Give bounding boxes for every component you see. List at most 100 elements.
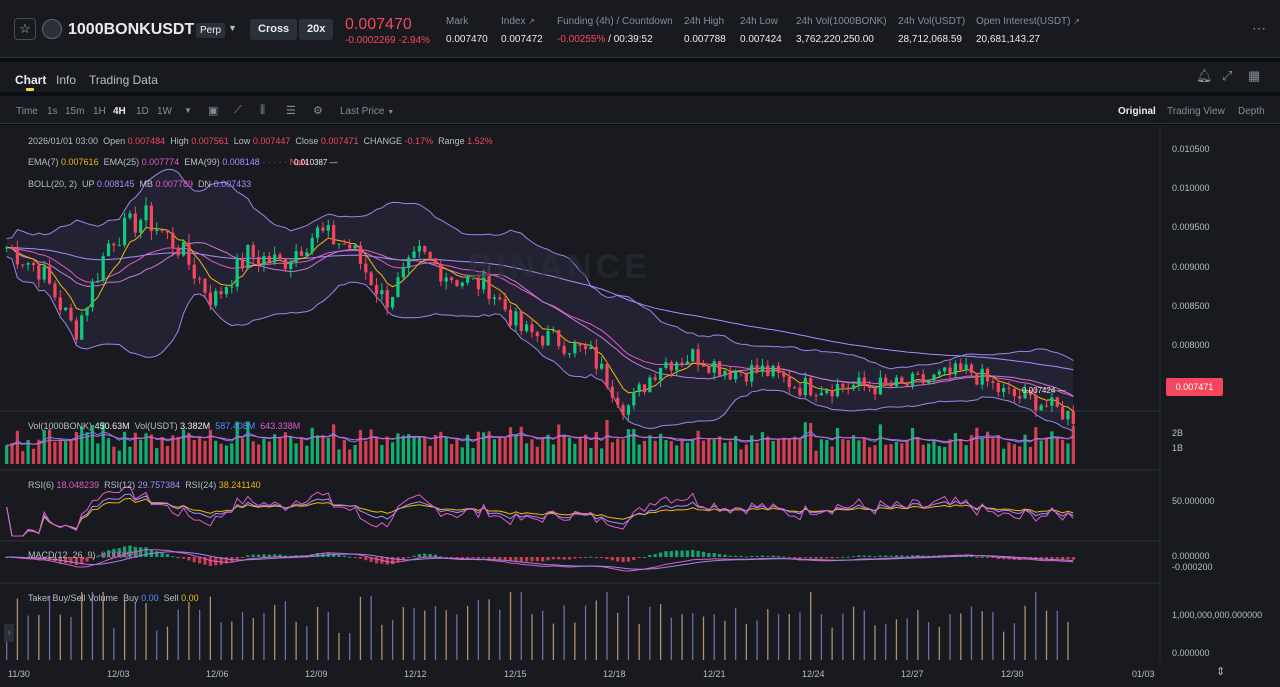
candle-body [1018,396,1022,399]
interval-1w[interactable]: 1W [157,106,172,117]
last-price: 0.007470 [345,16,412,33]
calendar-icon[interactable]: ▣ [208,105,219,117]
candle-body [396,277,400,297]
macd-histogram-bar [251,554,255,557]
symbol-name[interactable]: 1000BONKUSDT [68,21,195,38]
volume-bar [273,434,277,464]
macd-histogram-bar [578,557,582,558]
leverage-button[interactable]: 20x [299,19,334,40]
macd-histogram-bar [498,557,502,560]
volume-bar [26,440,30,464]
volume-bar [905,441,909,464]
volume-bar [165,445,170,464]
candle-body [578,343,582,346]
macd-axis-label: -0.000200 [1172,562,1213,572]
volume-bar [342,440,346,464]
indicator-settings-icon[interactable]: ☰ [286,105,296,117]
volume-bar [707,438,711,464]
candle-body [932,374,936,381]
volume-bar [139,439,143,464]
price-type-select[interactable]: Last Price ▼ [340,106,395,117]
macd-histogram-bar [658,552,663,557]
candle-body [342,243,346,245]
candle-body [160,229,164,231]
volume-bar [728,441,732,464]
candle-body [830,390,834,397]
macd-histogram-bar [605,557,609,560]
interval-15m[interactable]: 15m [65,106,85,117]
interval-dropdown-icon[interactable]: ▼ [184,106,192,115]
volume-bar [117,450,121,464]
candle-body [374,285,379,295]
candle-type-icon[interactable]: ⫼ [260,104,266,116]
candle-body [632,391,636,406]
volume-bar [541,437,545,464]
line-chart-icon[interactable]: ⟋ [234,104,242,116]
macd-histogram-bar [471,557,475,558]
gear-icon[interactable]: ⚙ [313,105,323,117]
volume-bar [498,436,502,464]
macd-histogram-bar [353,557,357,558]
interval-4h[interactable]: 4H [113,106,126,117]
candle-body [851,385,856,389]
volume-bar [814,450,818,464]
candle-body [524,324,529,332]
volume-bar [664,440,668,464]
candle-body [594,346,598,369]
alert-bell-icon[interactable]: 🔔︎ [1196,68,1213,83]
volume-bar [862,437,866,464]
chart-tabs: Chart Info Trading Data [0,62,1280,92]
ellipsis-icon[interactable]: ⋯ [1252,20,1266,36]
view-depth[interactable]: Depth [1238,106,1265,117]
volume-bar [1007,442,1011,464]
macd-histogram-bar [685,550,690,557]
volume-bar [809,422,813,464]
volume-bar [792,436,797,464]
volume-ma-line [6,430,1074,446]
candle-body [717,361,722,376]
macd-histogram-bar [5,557,9,558]
tab-chart[interactable]: Chart [15,73,47,87]
candle-body [278,254,282,259]
macd-line [6,548,1074,572]
volume-bar [1055,437,1059,464]
candle-body [498,297,502,300]
view-trading-view[interactable]: Trading View [1167,106,1225,117]
candle-body [251,245,255,257]
interval-1d[interactable]: 1D [136,106,149,117]
margin-mode-button[interactable]: Cross [250,19,298,40]
view-original[interactable]: Original [1118,106,1156,117]
candle-body [310,237,314,253]
candle-body [675,362,679,371]
layout-grid-icon[interactable]: ▦ [1248,68,1261,83]
scale-toggle-icon[interactable]: ⇕ [1216,666,1226,678]
macd-histogram-bar [165,554,170,557]
candle-body [149,205,154,232]
macd-histogram-bar [385,557,389,565]
star-icon[interactable]: ☆ [14,18,36,40]
candle-body [353,245,357,249]
interval-1h[interactable]: 1H [93,106,106,117]
expand-panel-icon[interactable]: › [4,624,14,642]
chevron-down-icon[interactable]: ▼ [228,23,237,33]
volume-bar [417,437,422,464]
macd-histogram-bar [364,557,368,561]
interval-1s[interactable]: 1s [47,106,58,117]
stat-open-interest[interactable]: Open Interest(USDT) ↗ 20,681,143.27 [976,16,1080,45]
macd-histogram-bar [278,554,282,557]
volume-bar [594,431,598,464]
stat-index[interactable]: Index ↗ 0.007472 [501,16,543,45]
volume-bar [685,442,690,464]
chart-panel[interactable] [0,125,1280,687]
candle-body [246,245,250,269]
volume-bar [64,441,68,464]
stat-funding[interactable]: Funding (4h) / Countdown -0.00255% / 00:3… [557,16,673,45]
tab-trading-data[interactable]: Trading Data [89,73,158,87]
macd-histogram-bar [792,557,797,559]
volume-bar [47,429,52,464]
macd-histogram-bar [616,557,620,562]
tab-info[interactable]: Info [56,73,77,87]
macd-histogram-bar [171,556,175,558]
fullscreen-icon[interactable]: ⤢ [1222,68,1233,83]
